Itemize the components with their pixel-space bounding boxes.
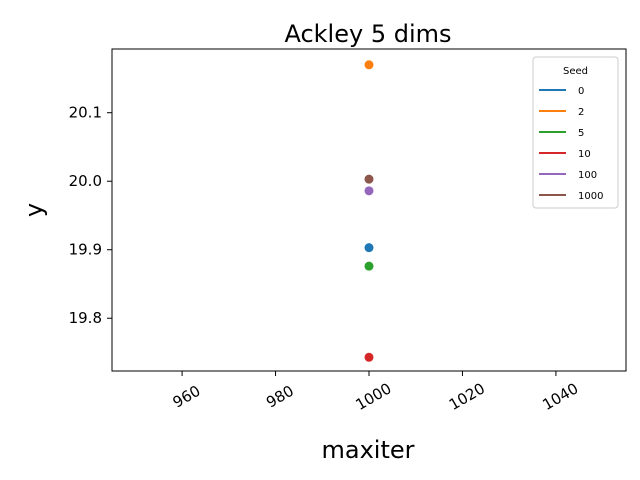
x-tick-label: 1040 [539,379,581,414]
x-tick-label: 980 [263,382,297,412]
legend: Seed 0 2 5 10 100 1000 [532,56,619,209]
chart-title: Ackley 5 dims [284,20,451,48]
data-point-seed-1000 [364,174,374,184]
data-point-seed-0 [364,243,374,253]
legend-entry-seed-5: 5 [578,128,584,139]
y-tick-label: 20.0 [69,172,102,190]
legend-entry-seed-0: 0 [578,86,584,97]
y-axis-label: y [20,203,48,217]
x-axis-label: maxiter [322,436,415,464]
y-tick-label: 19.8 [69,309,102,327]
y-axis-ticks: 19.8 19.9 20.0 20.1 [69,104,112,327]
legend-entry-seed-10: 10 [578,149,591,160]
y-tick-label: 19.9 [69,241,102,259]
x-tick-label: 1020 [446,379,488,414]
legend-title: Seed [563,66,588,77]
legend-box [532,56,619,209]
legend-entry-seed-100: 100 [578,170,597,181]
data-point-seed-10 [364,352,374,362]
data-point-seed-100 [364,186,374,196]
data-point-seed-2 [364,60,374,70]
y-tick-label: 20.1 [69,104,102,122]
data-point-seed-5 [364,261,374,271]
x-tick-label: 1000 [352,379,394,414]
legend-entry-seed-2: 2 [578,107,584,118]
x-axis-ticks: 960 980 1000 1020 1040 [170,371,581,414]
legend-entry-seed-1000: 1000 [578,191,603,202]
x-tick-label: 960 [170,382,204,412]
data-points [364,60,374,362]
